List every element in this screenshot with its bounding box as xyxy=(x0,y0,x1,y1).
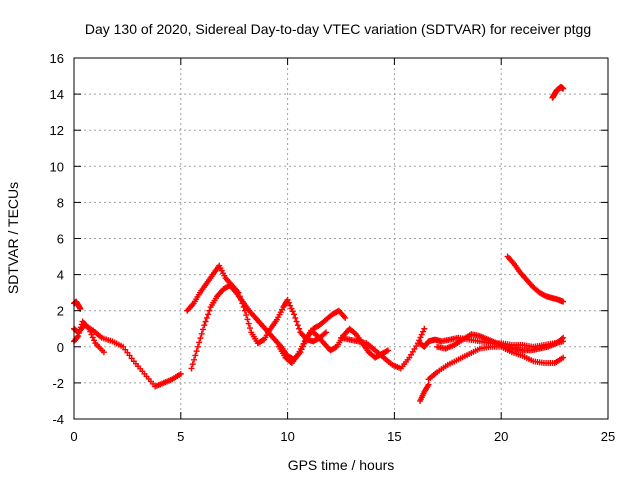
x-axis-label: GPS time / hours xyxy=(288,457,395,473)
y-axis-label: SDTVAR / TECUs xyxy=(5,182,21,294)
data-point-interp xyxy=(87,328,94,335)
data-point xyxy=(177,370,184,377)
data-point-interp xyxy=(294,322,301,329)
data-point xyxy=(384,347,391,354)
data-point xyxy=(188,365,195,372)
data-point-interp xyxy=(76,327,83,334)
x-tick-label: 5 xyxy=(177,429,184,444)
series-track-d xyxy=(184,262,330,347)
data-point-interp xyxy=(76,330,83,337)
series-track-a xyxy=(71,322,184,390)
data-point xyxy=(100,349,107,356)
data-point-interp xyxy=(202,318,209,325)
x-tick-label: 15 xyxy=(387,429,401,444)
series-track-l xyxy=(504,253,567,305)
data-point-interp xyxy=(247,325,254,332)
series-track-f xyxy=(276,325,391,367)
series-track-m xyxy=(549,83,567,101)
data-point-interp xyxy=(203,314,210,321)
data-point xyxy=(201,322,208,329)
data-point-interp xyxy=(206,307,213,314)
data-point xyxy=(560,334,567,341)
y-tick-label: 4 xyxy=(57,268,64,283)
data-point xyxy=(560,354,567,361)
data-point-interp xyxy=(198,330,205,337)
data-point xyxy=(560,85,567,92)
series-track-b xyxy=(71,318,107,356)
x-tick-label: 10 xyxy=(280,429,294,444)
data-point-interp xyxy=(321,330,328,337)
series-track-j xyxy=(425,343,567,383)
data-point xyxy=(342,314,349,321)
data-point-interp xyxy=(77,324,84,331)
data-point-interp xyxy=(558,335,565,342)
data-point-interp xyxy=(285,299,292,306)
data-point-interp xyxy=(192,352,199,359)
y-tick-label: 12 xyxy=(50,123,64,138)
data-point-interp xyxy=(292,314,299,321)
y-tick-label: -4 xyxy=(52,412,64,427)
data-marks xyxy=(71,83,567,404)
data-point-interp xyxy=(74,334,81,341)
series-track-c xyxy=(71,298,84,312)
data-point xyxy=(291,311,298,318)
data-point-interp xyxy=(289,308,296,315)
chart-title: Day 130 of 2020, Sidereal Day-to-day VTE… xyxy=(85,21,591,37)
y-tick-label: 2 xyxy=(57,304,64,319)
data-point-interp xyxy=(197,335,204,342)
data-point-interp xyxy=(193,348,200,355)
data-point-interp xyxy=(287,302,294,309)
y-tick-label: 6 xyxy=(57,232,64,247)
data-point-interp xyxy=(296,325,303,332)
x-tick-label: 20 xyxy=(494,429,508,444)
data-point-interp xyxy=(416,337,423,344)
data-point xyxy=(85,325,92,332)
data-point-interp xyxy=(91,337,98,344)
data-point-interp xyxy=(205,311,212,318)
data-point-interp xyxy=(417,334,424,341)
data-point-interp xyxy=(200,326,207,333)
data-point-interp xyxy=(288,305,295,312)
y-tick-label: 14 xyxy=(50,87,64,102)
data-point-interp xyxy=(88,331,95,338)
data-point-interp xyxy=(189,361,196,368)
data-point-interp xyxy=(89,334,96,341)
data-point xyxy=(560,298,567,305)
data-point-interp xyxy=(243,312,250,319)
y-tick-label: -2 xyxy=(52,376,64,391)
series-track-e xyxy=(188,282,349,372)
data-point-interp xyxy=(245,320,252,327)
y-tick-label: 16 xyxy=(50,51,64,66)
data-point xyxy=(323,329,330,336)
data-point-interp xyxy=(293,318,300,325)
data-point-interp xyxy=(244,316,251,323)
data-point-interp xyxy=(383,348,390,355)
data-point xyxy=(421,325,428,332)
data-point-interp xyxy=(196,339,203,346)
axis-ticks: 0 5 10 15 20 25 -4 -2 0 2 4 6 8 10 12 14 16 xyxy=(50,51,616,444)
data-point-interp xyxy=(418,331,425,338)
data-point xyxy=(194,343,201,350)
y-tick-label: 8 xyxy=(57,195,64,210)
x-tick-label: 0 xyxy=(70,429,77,444)
y-tick-label: 0 xyxy=(57,340,64,355)
x-tick-label: 25 xyxy=(601,429,615,444)
data-point xyxy=(284,296,291,303)
y-tick-label: 10 xyxy=(50,159,64,174)
series-track-k xyxy=(417,381,432,404)
data-point xyxy=(75,332,82,339)
data-point xyxy=(425,381,432,388)
data-point-interp xyxy=(191,356,198,363)
grid-lines xyxy=(74,58,608,419)
data-point-interp xyxy=(420,328,427,335)
